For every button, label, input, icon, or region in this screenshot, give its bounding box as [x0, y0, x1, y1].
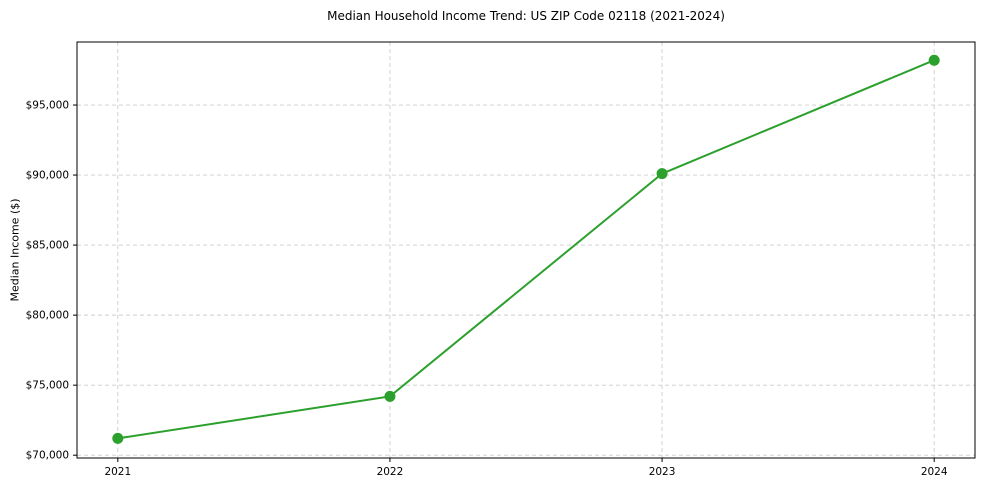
x-tick-label: 2023 — [649, 466, 676, 478]
data-point-2023 — [656, 168, 668, 180]
data-point-2022 — [384, 390, 396, 402]
y-tick-label: $90,000 — [26, 170, 69, 182]
chart-title: Median Household Income Trend: US ZIP Co… — [327, 9, 725, 23]
trend-line — [116, 59, 936, 440]
y-tick-label: $75,000 — [26, 380, 69, 392]
y-tick-label: $85,000 — [26, 240, 69, 252]
data-point-2024 — [928, 54, 940, 66]
y-tick-label: $95,000 — [26, 100, 69, 112]
y-tick-label: $70,000 — [26, 450, 69, 462]
axis-frame — [76, 41, 976, 459]
x-tick-label: 2021 — [104, 466, 131, 478]
data-point-2021 — [112, 432, 124, 444]
y-tick-label: $80,000 — [26, 310, 69, 322]
x-tick-label: 2024 — [921, 466, 948, 478]
x-tick-label: 2022 — [377, 466, 404, 478]
